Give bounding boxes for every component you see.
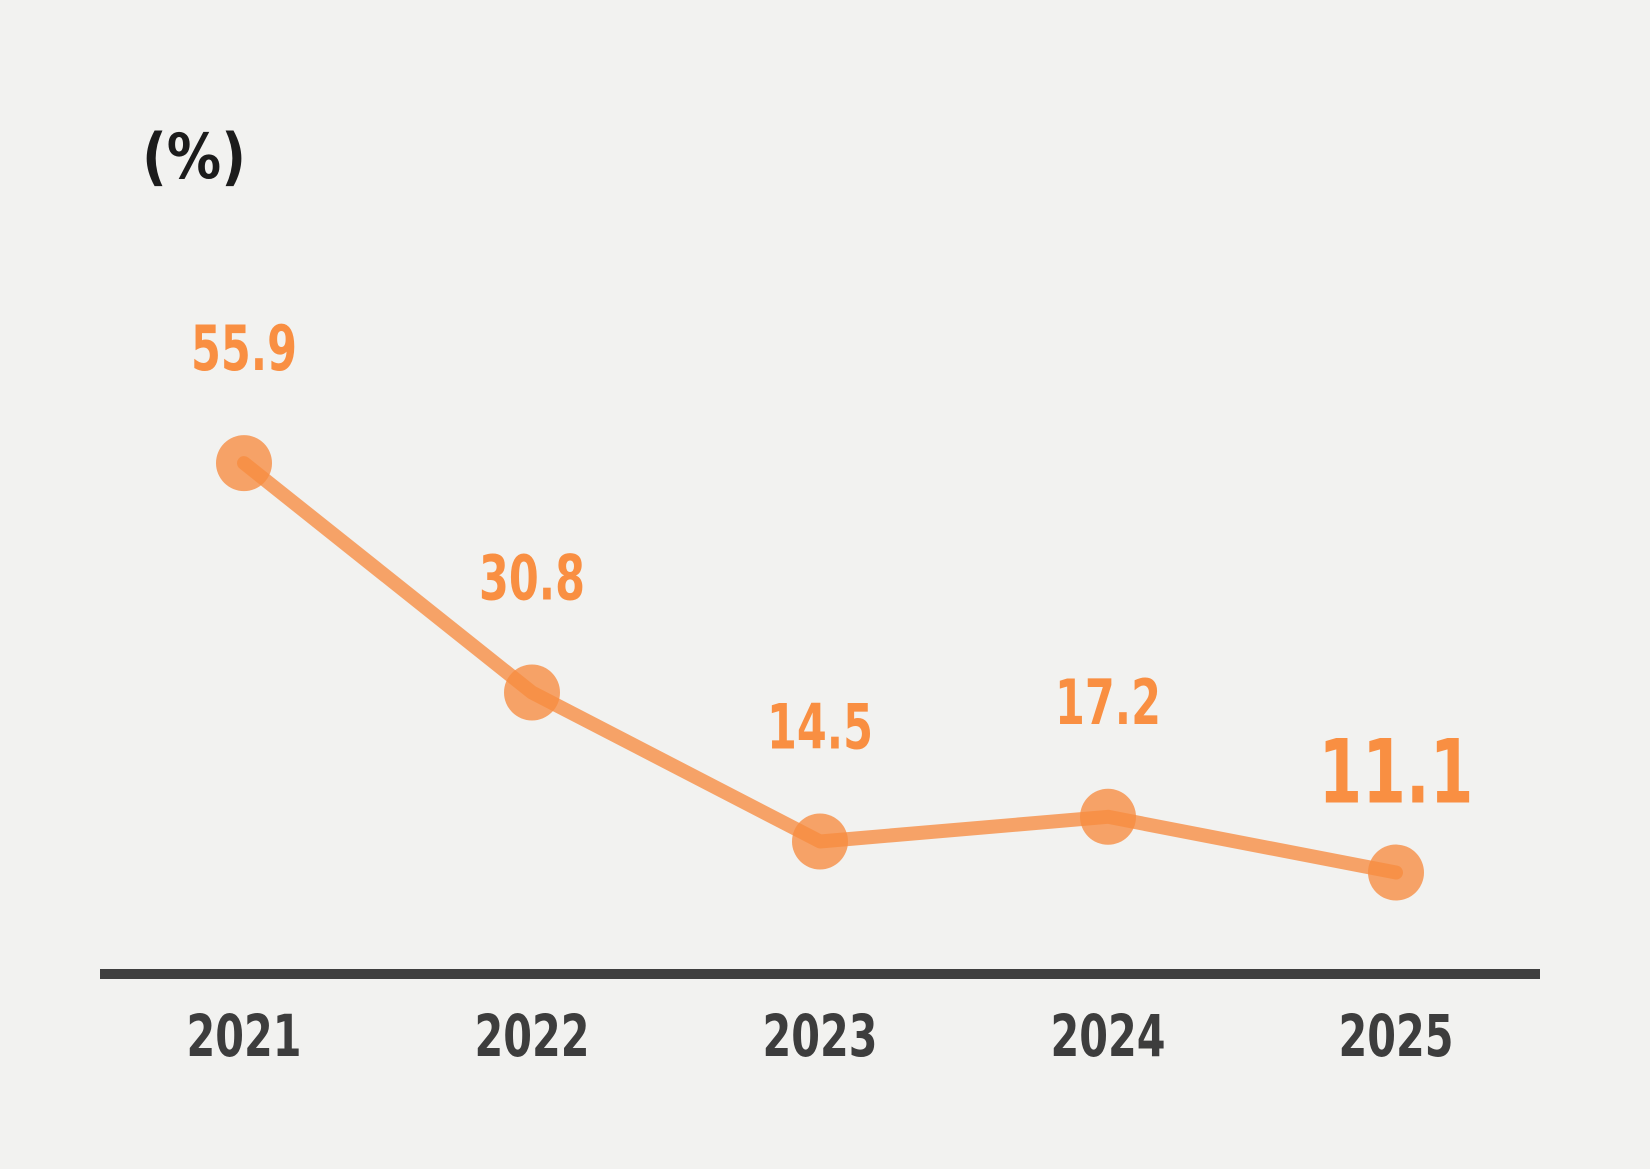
data-point-label: 55.9 bbox=[191, 312, 297, 385]
series-line bbox=[237, 456, 1403, 880]
series-layer bbox=[216, 435, 1424, 901]
data-point-label: 30.8 bbox=[479, 541, 585, 614]
data-point bbox=[792, 813, 848, 870]
value-labels: 55.9 30.8 14.5 17.2 11.1 bbox=[191, 312, 1474, 823]
x-axis-label: 2021 bbox=[187, 1002, 302, 1070]
unit-label: (%) bbox=[142, 120, 246, 193]
data-point bbox=[504, 664, 560, 721]
data-point-label: 11.1 bbox=[1319, 721, 1474, 824]
data-point-label: 14.5 bbox=[767, 690, 873, 763]
x-axis-label: 2024 bbox=[1051, 1002, 1166, 1070]
data-point bbox=[1368, 844, 1424, 901]
x-axis-label: 2023 bbox=[763, 1002, 878, 1070]
data-point bbox=[1080, 788, 1136, 845]
data-point bbox=[216, 435, 272, 492]
x-axis-label: 2022 bbox=[475, 1002, 590, 1070]
x-axis-label: 2025 bbox=[1339, 1002, 1454, 1070]
x-axis-labels: 2021 2022 2023 2024 2025 bbox=[187, 1002, 1454, 1070]
data-point-label: 17.2 bbox=[1055, 666, 1161, 739]
